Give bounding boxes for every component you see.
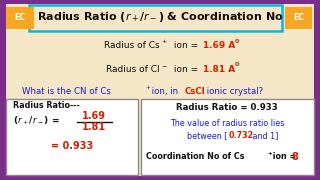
Text: EC: EC: [14, 14, 25, 22]
Text: +: +: [268, 151, 272, 156]
Text: ion =: ion =: [171, 41, 201, 50]
Text: ion =: ion =: [171, 65, 201, 74]
Text: ionic crystal?: ionic crystal?: [204, 87, 263, 96]
Text: Radius Ratio = 0.933: Radius Ratio = 0.933: [176, 103, 278, 112]
FancyBboxPatch shape: [29, 5, 282, 31]
Text: 8: 8: [292, 152, 299, 162]
Text: between [: between [: [187, 131, 227, 140]
Text: = 0.933: = 0.933: [51, 141, 93, 151]
Text: 0.732: 0.732: [229, 131, 254, 140]
Text: +: +: [146, 85, 150, 90]
FancyBboxPatch shape: [285, 7, 312, 29]
FancyBboxPatch shape: [141, 99, 314, 175]
Text: Radius Ratio ($r_+$/$r_-$) & Coordination No: Radius Ratio ($r_+$/$r_-$) & Coordinatio…: [37, 10, 283, 24]
Text: ion, in: ion, in: [149, 87, 181, 96]
Text: 1.69: 1.69: [83, 111, 106, 121]
Text: 0: 0: [235, 62, 239, 67]
FancyBboxPatch shape: [6, 7, 34, 29]
Text: and 1]: and 1]: [250, 131, 279, 140]
Text: 1.81: 1.81: [82, 122, 107, 132]
Text: Coordination No of Cs: Coordination No of Cs: [146, 152, 244, 161]
Text: +: +: [162, 39, 167, 44]
Text: What is the CN of Cs: What is the CN of Cs: [22, 87, 111, 96]
Text: −: −: [162, 63, 167, 68]
Text: 1.69 A: 1.69 A: [203, 41, 236, 50]
Text: Radius Ratio---: Radius Ratio---: [13, 101, 80, 110]
Text: 1.81 A: 1.81 A: [203, 65, 236, 74]
Text: Radius of Cs: Radius of Cs: [104, 41, 160, 50]
FancyBboxPatch shape: [6, 99, 138, 175]
Text: The value of radius ratio lies: The value of radius ratio lies: [170, 119, 284, 128]
Text: ($r_+$/$r_-$) =: ($r_+$/$r_-$) =: [13, 114, 60, 127]
Text: EC: EC: [293, 14, 304, 22]
Text: Radius of Cl: Radius of Cl: [106, 65, 160, 74]
FancyBboxPatch shape: [6, 4, 314, 176]
Text: 0: 0: [235, 39, 239, 44]
Text: CsCl: CsCl: [185, 87, 205, 96]
Text: ion =: ion =: [270, 152, 299, 161]
